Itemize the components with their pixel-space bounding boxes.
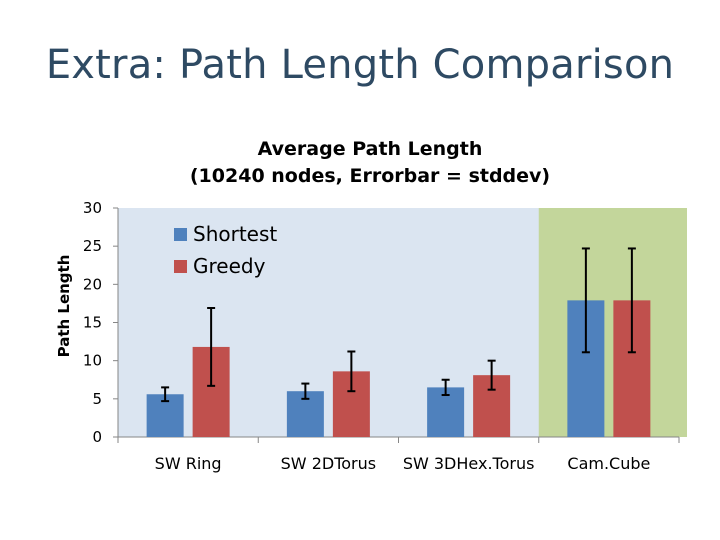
y-tick-label: 15 (83, 314, 102, 332)
chart-title-line1: Average Path Length (257, 138, 483, 160)
y-tick-label: 10 (83, 352, 102, 370)
category-label: SW Ring (155, 454, 222, 473)
legend-item-shortest: Shortest (174, 218, 277, 250)
category-label: Cam.Cube (567, 454, 650, 473)
y-tick-label: 0 (92, 428, 102, 446)
legend-swatch-shortest (174, 227, 187, 241)
y-tick-label: 5 (92, 390, 102, 408)
legend: Shortest Greedy (174, 218, 277, 282)
legend-swatch-greedy (174, 259, 187, 273)
chart-title: Average Path Length (10240 nodes, Errorb… (120, 136, 620, 190)
chart-title-line2: (10240 nodes, Errorbar = stddev) (189, 165, 551, 187)
legend-label-shortest: Shortest (193, 222, 278, 246)
highlight-background (538, 208, 687, 437)
legend-label-greedy: Greedy (193, 254, 266, 278)
y-tick-label: 30 (83, 199, 102, 217)
category-label: SW 3DHex.Torus (403, 454, 535, 473)
y-tick-label: 25 (83, 237, 102, 255)
legend-item-greedy: Greedy (174, 250, 277, 282)
slide-title: Extra: Path Length Comparison (45, 42, 675, 88)
category-label: SW 2DTorus (281, 454, 376, 473)
y-tick-label: 20 (83, 275, 102, 293)
